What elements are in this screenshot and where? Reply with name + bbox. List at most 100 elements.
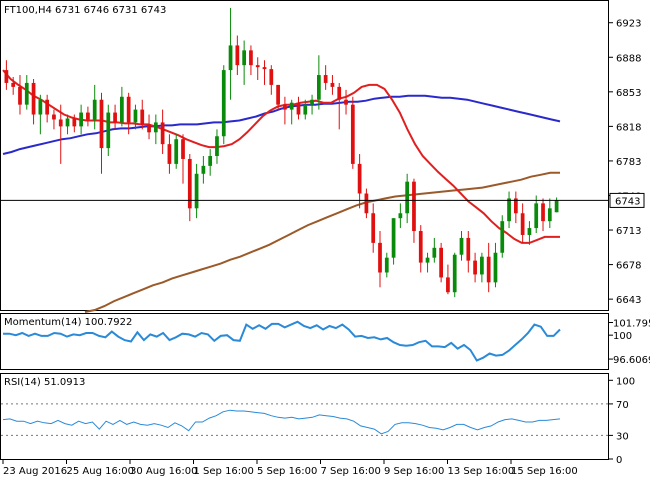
candle-bull	[507, 198, 511, 222]
y-tick-label: 6713	[616, 226, 641, 237]
candle-bull	[215, 136, 219, 156]
candle-bear	[99, 99, 104, 149]
candle-bear	[269, 69, 274, 85]
candle-bull	[120, 96, 124, 123]
x-tick-label: 23 Aug 2016	[3, 466, 67, 477]
ma-blue-line	[2, 94, 561, 155]
candle-bear	[255, 65, 260, 68]
candle-bear	[147, 124, 151, 133]
candle-bear	[187, 158, 192, 209]
candle-bear	[31, 82, 36, 115]
candle-bear	[378, 242, 382, 273]
candle-bull	[303, 104, 308, 115]
candle-bear	[364, 193, 369, 214]
candle-bear	[160, 122, 165, 145]
candle-bear	[344, 99, 348, 105]
x-tick-label: 9 Sep 16:00	[384, 466, 444, 477]
candle-bull	[405, 181, 410, 214]
candle-bull	[547, 208, 552, 222]
rsi-y-tick-label: 30	[616, 431, 629, 442]
candle-bull	[493, 252, 498, 283]
current-price-tag	[609, 192, 645, 208]
candle-bear	[167, 144, 172, 164]
candle-bull	[500, 221, 505, 253]
candle-bear	[140, 109, 145, 125]
candle-bear	[4, 70, 9, 83]
candle-bull	[398, 213, 403, 219]
momentum-header-label: Momentum(14) 100.7922	[4, 317, 132, 328]
rsi-y-tick-label: 0	[616, 455, 622, 466]
candle-bear	[72, 118, 77, 127]
candle-bull	[92, 99, 97, 120]
x-tick-label: 30 Aug 16:00	[130, 466, 197, 477]
x-tick-label: 15 Sep 16:00	[511, 466, 578, 477]
candle-bull	[221, 70, 226, 137]
candle-bull	[133, 109, 138, 123]
candle-bull	[310, 99, 314, 105]
candle-bull	[534, 203, 539, 229]
candle-bear	[323, 75, 328, 83]
y-tick-label: 6643	[616, 295, 641, 306]
x-tick-label: 7 Sep 16:00	[321, 466, 381, 477]
candle-bear	[11, 82, 16, 87]
candle-bear	[249, 50, 253, 66]
candle-bear	[262, 67, 267, 70]
candle-bear	[126, 96, 131, 123]
candle-bear	[513, 198, 518, 214]
candle-bull	[228, 45, 233, 71]
candle-bull	[194, 173, 199, 209]
y-tick-label: 6678	[616, 261, 641, 272]
candle-bear	[58, 119, 63, 127]
x-tick-label: 5 Sep 16:00	[257, 466, 317, 477]
candle-bull	[65, 118, 70, 127]
current-price-label: 6743	[615, 196, 640, 207]
candle-bull	[106, 112, 111, 149]
candle-bull	[242, 50, 247, 66]
y-tick-label: 6923	[616, 19, 641, 30]
candle-bear	[330, 82, 335, 87]
candle-bull	[208, 155, 213, 166]
x-tick-label: 25 Aug 16:00	[67, 466, 134, 477]
candle-bear	[276, 84, 280, 105]
candle-bull	[554, 200, 559, 213]
candle-bear	[45, 99, 50, 115]
momentum-y-tick-label: 101.7958	[613, 318, 650, 329]
candle-bull	[432, 247, 437, 258]
main-price-panel: 6923688868536818678367486713667866436743	[1, 7, 645, 313]
candle-bull	[384, 257, 389, 273]
ma-red-line	[2, 69, 560, 244]
momentum-panel-frame	[0, 313, 609, 370]
main-panel-frame	[0, 0, 609, 311]
rsi-panel: 100 70 30 0	[1, 376, 635, 466]
candle-bear	[283, 104, 287, 110]
candle-bull	[289, 102, 294, 110]
candle-bear	[412, 181, 416, 232]
rsi-header-label: RSI(14) 51.0913	[4, 377, 85, 388]
candle-bear	[86, 112, 90, 120]
candle-bull	[79, 112, 83, 127]
candle-bear	[113, 112, 117, 123]
candle-bull	[527, 228, 532, 235]
candle-bear	[337, 86, 342, 100]
candle-bear	[296, 102, 301, 115]
y-tick-label: 6853	[616, 88, 641, 99]
candle-bear	[418, 231, 423, 263]
candle-bear	[181, 139, 185, 159]
candle-bear	[371, 213, 376, 243]
candle-bear	[541, 203, 545, 222]
momentum-line	[3, 320, 561, 362]
candle-bear	[520, 213, 525, 235]
candle-bear	[357, 163, 362, 194]
y-tick-label: 6888	[616, 53, 641, 64]
x-tick-label: 1 Sep 16:00	[194, 466, 254, 477]
candle-bull	[480, 256, 484, 275]
candle-bear	[446, 277, 450, 293]
candle-bull	[459, 237, 464, 255]
candle-bull	[391, 218, 396, 258]
candle-bull	[174, 139, 179, 164]
candle-bear	[18, 86, 22, 105]
candle-bull	[24, 82, 29, 105]
candle-bull	[425, 257, 430, 263]
